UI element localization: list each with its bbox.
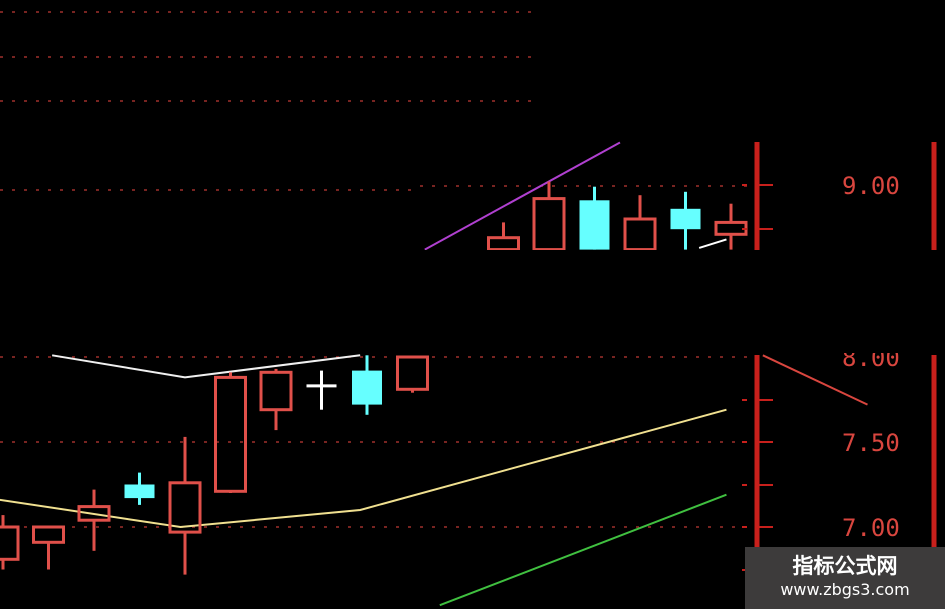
candle-body <box>214 375 247 493</box>
candle <box>532 181 566 250</box>
candle-body <box>352 370 382 405</box>
tick-label-7.50: 7.50 <box>842 429 900 457</box>
candle-body <box>396 355 429 391</box>
candle <box>259 368 293 431</box>
candle <box>487 222 520 250</box>
candle-body <box>532 197 566 250</box>
candle <box>124 472 155 505</box>
gridlines <box>0 11 750 528</box>
watermark-name: 指标公式网 <box>792 554 898 578</box>
candle <box>0 515 20 570</box>
lower-panel <box>0 354 727 607</box>
ma-line <box>424 141 621 250</box>
candle-body <box>670 208 701 230</box>
candle-body <box>579 200 610 250</box>
ma-line <box>51 354 361 379</box>
candle-body <box>487 236 520 250</box>
candle-body <box>623 217 657 250</box>
candle-body <box>168 481 202 534</box>
candle <box>714 203 748 250</box>
ma-line <box>0 408 727 529</box>
ma-line <box>698 238 727 249</box>
candle-body <box>714 220 748 236</box>
ma-line <box>439 493 727 607</box>
tick-label-9.00: 9.00 <box>842 172 900 200</box>
candle <box>579 186 610 250</box>
right-line <box>762 354 868 406</box>
candle <box>352 355 382 415</box>
candle-body <box>124 484 155 499</box>
watermark: 指标公式网 www.zbgs3.com <box>745 547 945 609</box>
candle <box>214 372 247 493</box>
candle <box>306 370 337 410</box>
candle-body <box>259 370 293 412</box>
candle-body <box>0 525 20 561</box>
tick-label-7.00: 7.00 <box>842 514 900 542</box>
candle <box>396 355 429 393</box>
candle-body <box>32 525 65 544</box>
tick-label-8.00: 8.00 <box>842 344 900 372</box>
watermark-url: www.zbgs3.com <box>780 580 910 599</box>
candle <box>168 436 202 575</box>
upper-panel <box>424 141 748 250</box>
candle <box>623 195 657 250</box>
candle <box>77 489 111 551</box>
price-axis <box>742 142 937 609</box>
candle-body <box>77 505 111 522</box>
candle <box>670 191 701 250</box>
axis-price-line <box>762 354 868 406</box>
candle <box>32 525 65 570</box>
